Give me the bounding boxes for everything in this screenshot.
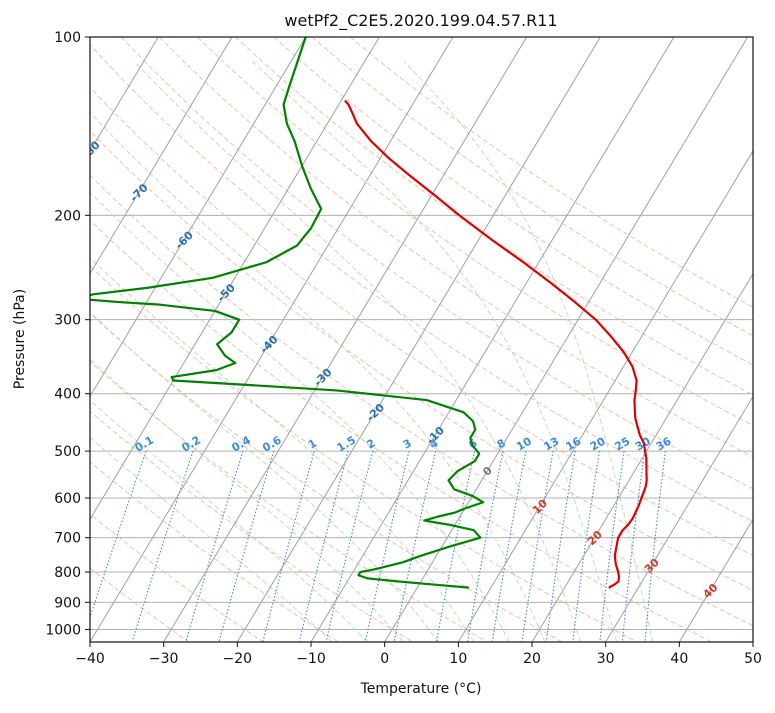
dry-adiabat-line [90,86,753,557]
y-tick-label: 500 [54,444,81,460]
dry-adiabat-line [349,37,753,308]
mixing-ratio-line [262,450,315,642]
dry-adiabat-line [235,37,753,396]
y-tick-label: 100 [54,30,81,46]
dry-adiabat-line [90,265,638,642]
isotherm-line [531,272,753,642]
dry-adiabat-line [120,37,753,490]
moist-adiabat-line [134,61,582,642]
y-tick-label: 700 [54,531,81,547]
dewpoint-profile-line [90,37,485,589]
y-tick-label: 800 [54,565,81,581]
dry-adiabat-line [90,219,712,642]
dry-adiabat-line [197,37,753,427]
mixing-ratio-line [298,450,349,642]
mixing-ratio-line [545,451,576,642]
y-tick-label: 900 [54,595,81,611]
y-tick-label: 1000 [45,622,81,638]
isotherm-line [90,37,380,521]
y-tick-label: 400 [54,387,81,403]
isotherm-line [678,518,753,642]
x-tick-label: −40 [75,651,105,667]
moist-adiabat-line [90,111,546,642]
y-axis-label: Pressure (hPa) [12,289,28,389]
x-tick-label: 20 [523,651,541,667]
moist-adiabat-line [90,399,369,642]
x-tick-label: 40 [670,651,688,667]
isotherm-line [384,37,749,642]
isotherm-line [310,37,675,642]
isotherm-line [90,37,159,152]
x-tick-label: −30 [149,651,179,667]
y-axis: 100 200 300 400 500 600 700 800 900 1000 [45,30,90,638]
x-tick-label: −20 [223,651,253,667]
x-tick-label: 30 [597,651,615,667]
x-axis: −40 −30 −20 −10 0 10 20 30 40 50 [75,642,762,667]
dry-adiabat-line [90,312,563,642]
isotherm-line [90,37,307,398]
moist-adiabat-line [90,311,439,642]
temperature-profile-line [344,99,648,589]
dry-adiabat-line [90,360,488,642]
x-tick-label: 50 [744,651,762,667]
mixing-ratio-line [599,451,625,642]
dry-adiabat-line [90,174,753,627]
moist-adiabat-line [252,61,618,642]
isotherm-line [457,149,753,642]
dry-adiabat-line [158,37,753,458]
isotherm-line [605,395,753,642]
x-axis-label: Temperature (°C) [360,681,482,697]
mixing-ratio-line [572,451,601,642]
x-tick-label: 10 [449,651,467,667]
isotherm-line [90,37,454,642]
y-tick-label: 300 [54,313,81,329]
dry-adiabat-line [90,43,753,523]
mixing-ratio-line [364,450,410,642]
isotherm-line [163,37,528,642]
x-tick-label: −10 [296,651,326,667]
mixing-ratio-line [644,451,666,642]
mixing-ratio-line [325,450,374,642]
mixing-ratio-line [393,450,437,642]
plot-frame [89,36,754,643]
mixing-ratio-line [90,450,147,619]
dry-adiabat-line [90,513,264,642]
moist-adiabat-line [90,256,475,642]
moist-adiabat-line [90,436,333,642]
isotherm-line [90,37,233,275]
isotherm-line [236,37,601,642]
y-tick-label: 200 [54,208,81,224]
mixing-ratio-line [621,451,646,642]
moist-adiabat-line [90,358,404,642]
y-tick-label: 600 [54,491,81,507]
dry-adiabat-line [90,567,190,642]
x-tick-label: 0 [380,651,389,667]
chart-title: wetPf2_C2E5.2020.199.04.57.R11 [284,11,557,31]
